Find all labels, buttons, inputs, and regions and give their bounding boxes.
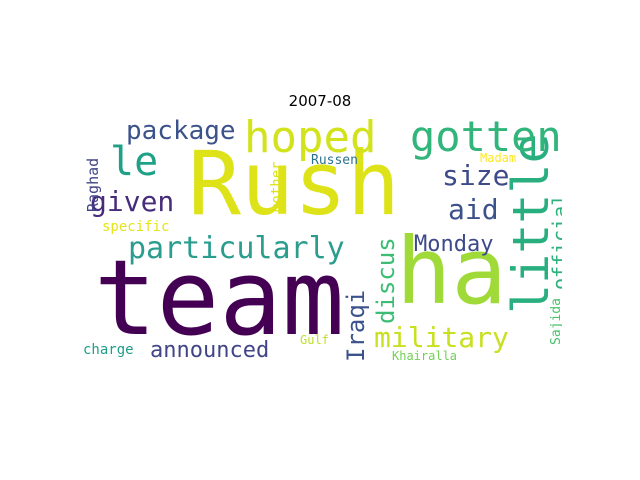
word-khairalla: Khairalla — [392, 349, 458, 363]
word-monday: Monday — [414, 232, 494, 257]
word-charge: charge — [83, 342, 134, 358]
word-particularly: particularly — [128, 231, 345, 266]
word-gotten: gotten — [410, 118, 562, 161]
word-madam: Madam — [480, 151, 517, 165]
word-le: le — [110, 139, 159, 185]
word-aid: aid — [448, 193, 499, 226]
word-ha: ha — [396, 218, 507, 325]
word-official: official — [548, 193, 562, 290]
word-team: team — [94, 237, 345, 359]
word-raghad: Raghad — [84, 157, 102, 212]
word-military: military — [374, 321, 509, 354]
word-sajida: Sajida — [549, 298, 562, 345]
word-size: size — [442, 159, 510, 192]
word-hoped: hoped — [244, 118, 377, 163]
word-given: given — [90, 185, 175, 218]
word-cloud: team Rush ha little hoped gotten particu… — [78, 118, 562, 372]
word-iraqi: Iraqi — [342, 289, 370, 362]
word-discus: discus — [372, 237, 400, 324]
word-package: package — [126, 118, 236, 146]
word-announced: announced — [150, 338, 270, 363]
word-mother: mother — [269, 161, 285, 212]
word-russen: Russen — [311, 153, 358, 168]
word-specific: specific — [102, 219, 170, 235]
figure-title: 2007-08 — [288, 92, 352, 110]
word-rush: Rush — [188, 132, 400, 235]
word-gulf: Gulf — [300, 333, 329, 347]
